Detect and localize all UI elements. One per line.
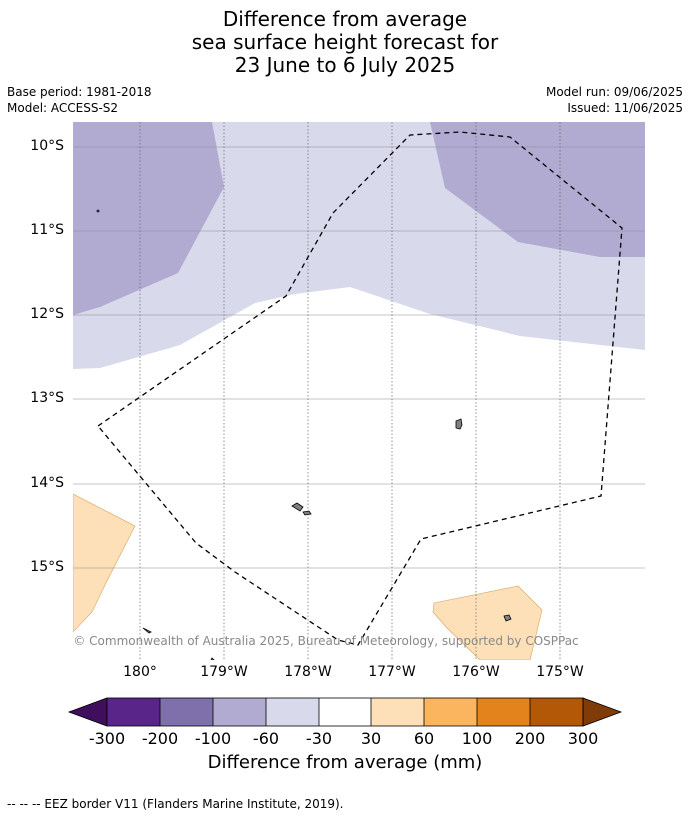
colorbar-outline: [106, 697, 584, 727]
lon-label-175w: 175°W: [536, 664, 584, 680]
colorbar-tick-minus100: -100: [194, 729, 232, 748]
lat-label-10s: 10°S: [30, 138, 64, 154]
lon-label-176w: 176°W: [452, 664, 500, 680]
island-south: [210, 657, 215, 660]
colorbar-bin-7: [424, 698, 477, 726]
colorbar-extend-high: [582, 697, 623, 727]
island-east: [455, 418, 463, 430]
colorbar-bin-9: [530, 698, 583, 726]
colorbar-tick-300: 300: [567, 729, 599, 748]
island-south-west: [142, 627, 152, 634]
lat-label-14s: 14°S: [30, 475, 64, 491]
colorbar-tick-30: 30: [360, 729, 382, 748]
copyright-notice: © Commonwealth of Australia 2025, Bureau…: [73, 634, 578, 648]
lat-label-15s: 15°S: [30, 559, 64, 575]
colorbar-tick-minus60: -60: [252, 729, 280, 748]
colorbar-bin-3: [213, 698, 266, 726]
colorbar-bin-2: [160, 698, 213, 726]
island-west-1: [291, 502, 304, 512]
anomaly-region-purple-northwest: [73, 122, 224, 315]
meta-right: Model run: 09/06/2025 Issued: 11/06/2025: [546, 84, 683, 116]
lon-label-180: 180°: [123, 664, 157, 680]
eez-footnote: -- -- -- EEZ border V11 (Flanders Marine…: [7, 797, 344, 811]
meta-left: Base period: 1981-2018 Model: ACCESS-S2: [7, 84, 152, 116]
islands: [96, 209, 512, 660]
eez-border: [97, 131, 623, 646]
colorbar-tick-minus300: -300: [88, 729, 126, 748]
colorbar-tick-200: 200: [514, 729, 546, 748]
title-line-3: 23 June to 6 July 2025: [234, 53, 456, 77]
colorbar-tick-100: 100: [461, 729, 493, 748]
model-run: Model run: 09/06/2025: [545, 85, 683, 99]
map-panel: © Commonwealth of Australia 2025, Bureau…: [73, 122, 645, 660]
colorbar-label: Difference from average (mm): [207, 752, 483, 773]
anomaly-region-purple-northeast: [430, 122, 645, 257]
anomaly-region-orange-southeast: [432, 585, 543, 660]
colorbar-bin-8: [477, 698, 530, 726]
colorbar-bin-1: [107, 698, 160, 726]
lon-label-177w: 177°W: [368, 664, 416, 680]
colorbar-bin-6: [371, 698, 424, 726]
issued-date: Issued: 11/06/2025: [567, 101, 683, 115]
island-west-2: [302, 510, 312, 516]
graticule-meridians: [139, 122, 561, 660]
anomaly-region-orange-southwest: [73, 493, 136, 633]
colorbar-bin-5: [319, 698, 371, 726]
colorbar-tick-minus30: -30: [305, 729, 333, 748]
island-north-west: [96, 209, 100, 213]
colorbar-extend-low: [67, 697, 108, 727]
island-south-east: [503, 614, 512, 622]
colorbar: [67, 697, 623, 727]
lon-label-178w: 178°W: [284, 664, 332, 680]
base-period: Base period: 1981-2018: [7, 85, 152, 99]
colorbar-tick-minus200: -200: [141, 729, 179, 748]
lat-label-12s: 12°S: [30, 306, 64, 322]
colorbar-tick-60: 60: [413, 729, 435, 748]
chart-title: Difference from average sea surface heig…: [0, 8, 690, 77]
model-name: Model: ACCESS-S2: [7, 101, 119, 115]
title-line-1: Difference from average: [222, 7, 468, 31]
lat-label-13s: 13°S: [30, 390, 64, 406]
lon-label-179w: 179°W: [200, 664, 248, 680]
graticule: [73, 146, 645, 569]
title-line-2: sea surface height forecast for: [191, 30, 499, 54]
lat-label-11s: 11°S: [30, 222, 64, 238]
colorbar-bin-4: [266, 698, 319, 726]
